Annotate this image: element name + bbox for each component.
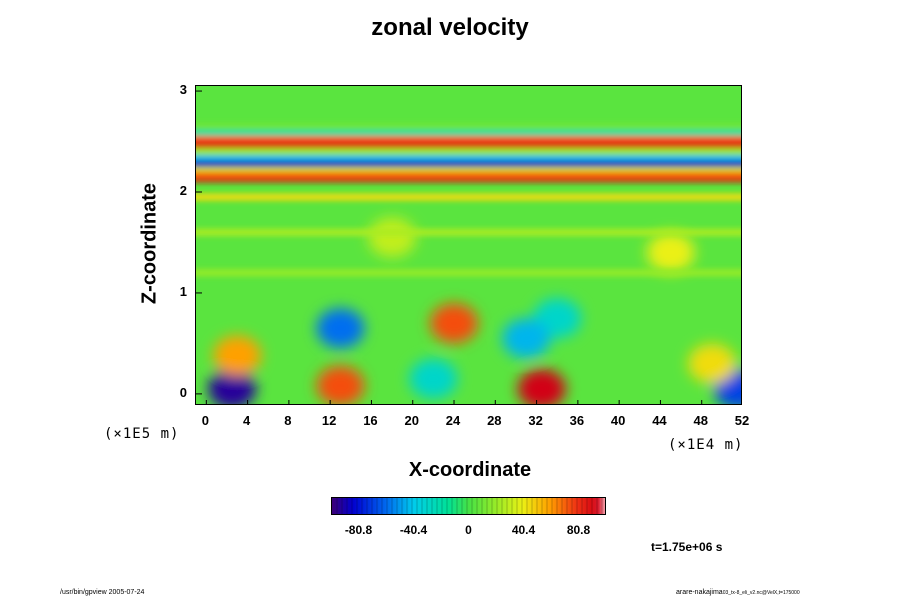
x-tick-label-6: 24 bbox=[445, 413, 461, 428]
y-tick-label-0: 0 bbox=[179, 384, 187, 400]
colorbar-tick-label-2: 0 bbox=[465, 523, 472, 537]
band-8 bbox=[196, 128, 741, 136]
time-label: t=1.75e+06 s bbox=[651, 540, 723, 554]
blob-7 bbox=[502, 318, 551, 359]
y-tick-label-2: 2 bbox=[179, 182, 187, 198]
x-tick-label-5: 20 bbox=[404, 413, 419, 428]
band-11 bbox=[196, 228, 741, 236]
y-tick-label-1: 1 bbox=[179, 283, 187, 299]
colorbar-tick-label-3: 40.4 bbox=[511, 523, 536, 537]
colorbar-tick-label-1: -40.4 bbox=[399, 523, 428, 537]
band-3 bbox=[196, 160, 741, 168]
x-scale-label: (×1E4 m) bbox=[668, 437, 744, 453]
band-7 bbox=[196, 136, 741, 144]
band-9 bbox=[196, 122, 741, 130]
colorbar-tick-label-0: -80.8 bbox=[344, 523, 373, 537]
blob-12 bbox=[368, 217, 417, 258]
blob-5 bbox=[409, 358, 458, 399]
footer-right-main: arare-nakajima bbox=[676, 589, 723, 596]
x-tick-label-7: 28 bbox=[487, 413, 502, 428]
footer-right-small: 03_tx-8_eli_v2.nc@VelX,t=175000 bbox=[722, 590, 800, 596]
colorbar-tick-label-4: 80.8 bbox=[566, 523, 591, 537]
blob-8 bbox=[213, 335, 262, 376]
x-tick-label-10: 40 bbox=[610, 413, 626, 428]
blob-0 bbox=[208, 368, 257, 404]
band-1 bbox=[196, 171, 741, 179]
band-2 bbox=[196, 164, 741, 172]
colorbar-svg bbox=[336, 498, 603, 514]
blob-1 bbox=[316, 308, 365, 349]
x-tick-label-2: 8 bbox=[284, 413, 292, 428]
x-tick-label-12: 48 bbox=[693, 413, 708, 428]
x-tick-label-13: 52 bbox=[734, 413, 750, 428]
band-10 bbox=[196, 193, 741, 201]
x-tick-label-3: 12 bbox=[321, 413, 337, 428]
blob-2 bbox=[316, 365, 365, 404]
footer-left: /usr/bin/gpview 2005-07-24 bbox=[60, 589, 145, 596]
colorbar bbox=[331, 497, 606, 515]
y-scale-label: (×1E5 m) bbox=[104, 426, 180, 442]
x-tick-label-9: 36 bbox=[569, 413, 585, 428]
x-tick-label-11: 44 bbox=[652, 413, 667, 428]
blob-4 bbox=[517, 368, 566, 404]
band-0 bbox=[196, 175, 741, 183]
y-tick-label-3: 3 bbox=[179, 82, 187, 98]
y-axis-label: Z-coordinate bbox=[138, 182, 161, 305]
band-4 bbox=[196, 154, 741, 162]
plot-area bbox=[195, 85, 742, 405]
blob-10 bbox=[688, 343, 737, 384]
x-tick-label-8: 32 bbox=[528, 413, 543, 428]
x-tick-label-0: 0 bbox=[201, 413, 209, 428]
chart-title: zonal velocity bbox=[371, 14, 529, 41]
x-axis-label: X-coordinate bbox=[408, 459, 532, 481]
band-6 bbox=[196, 141, 741, 149]
band-5 bbox=[196, 148, 741, 156]
blob-11 bbox=[646, 232, 695, 273]
heatmap-svg bbox=[196, 86, 741, 404]
x-tick-label-1: 4 bbox=[242, 413, 251, 428]
blob-3 bbox=[430, 303, 479, 344]
x-tick-label-4: 16 bbox=[363, 413, 378, 428]
band-12 bbox=[196, 269, 741, 277]
footer-right: arare-nakajima03_tx-8_eli_v2.nc@VelX,t=1… bbox=[676, 589, 800, 596]
